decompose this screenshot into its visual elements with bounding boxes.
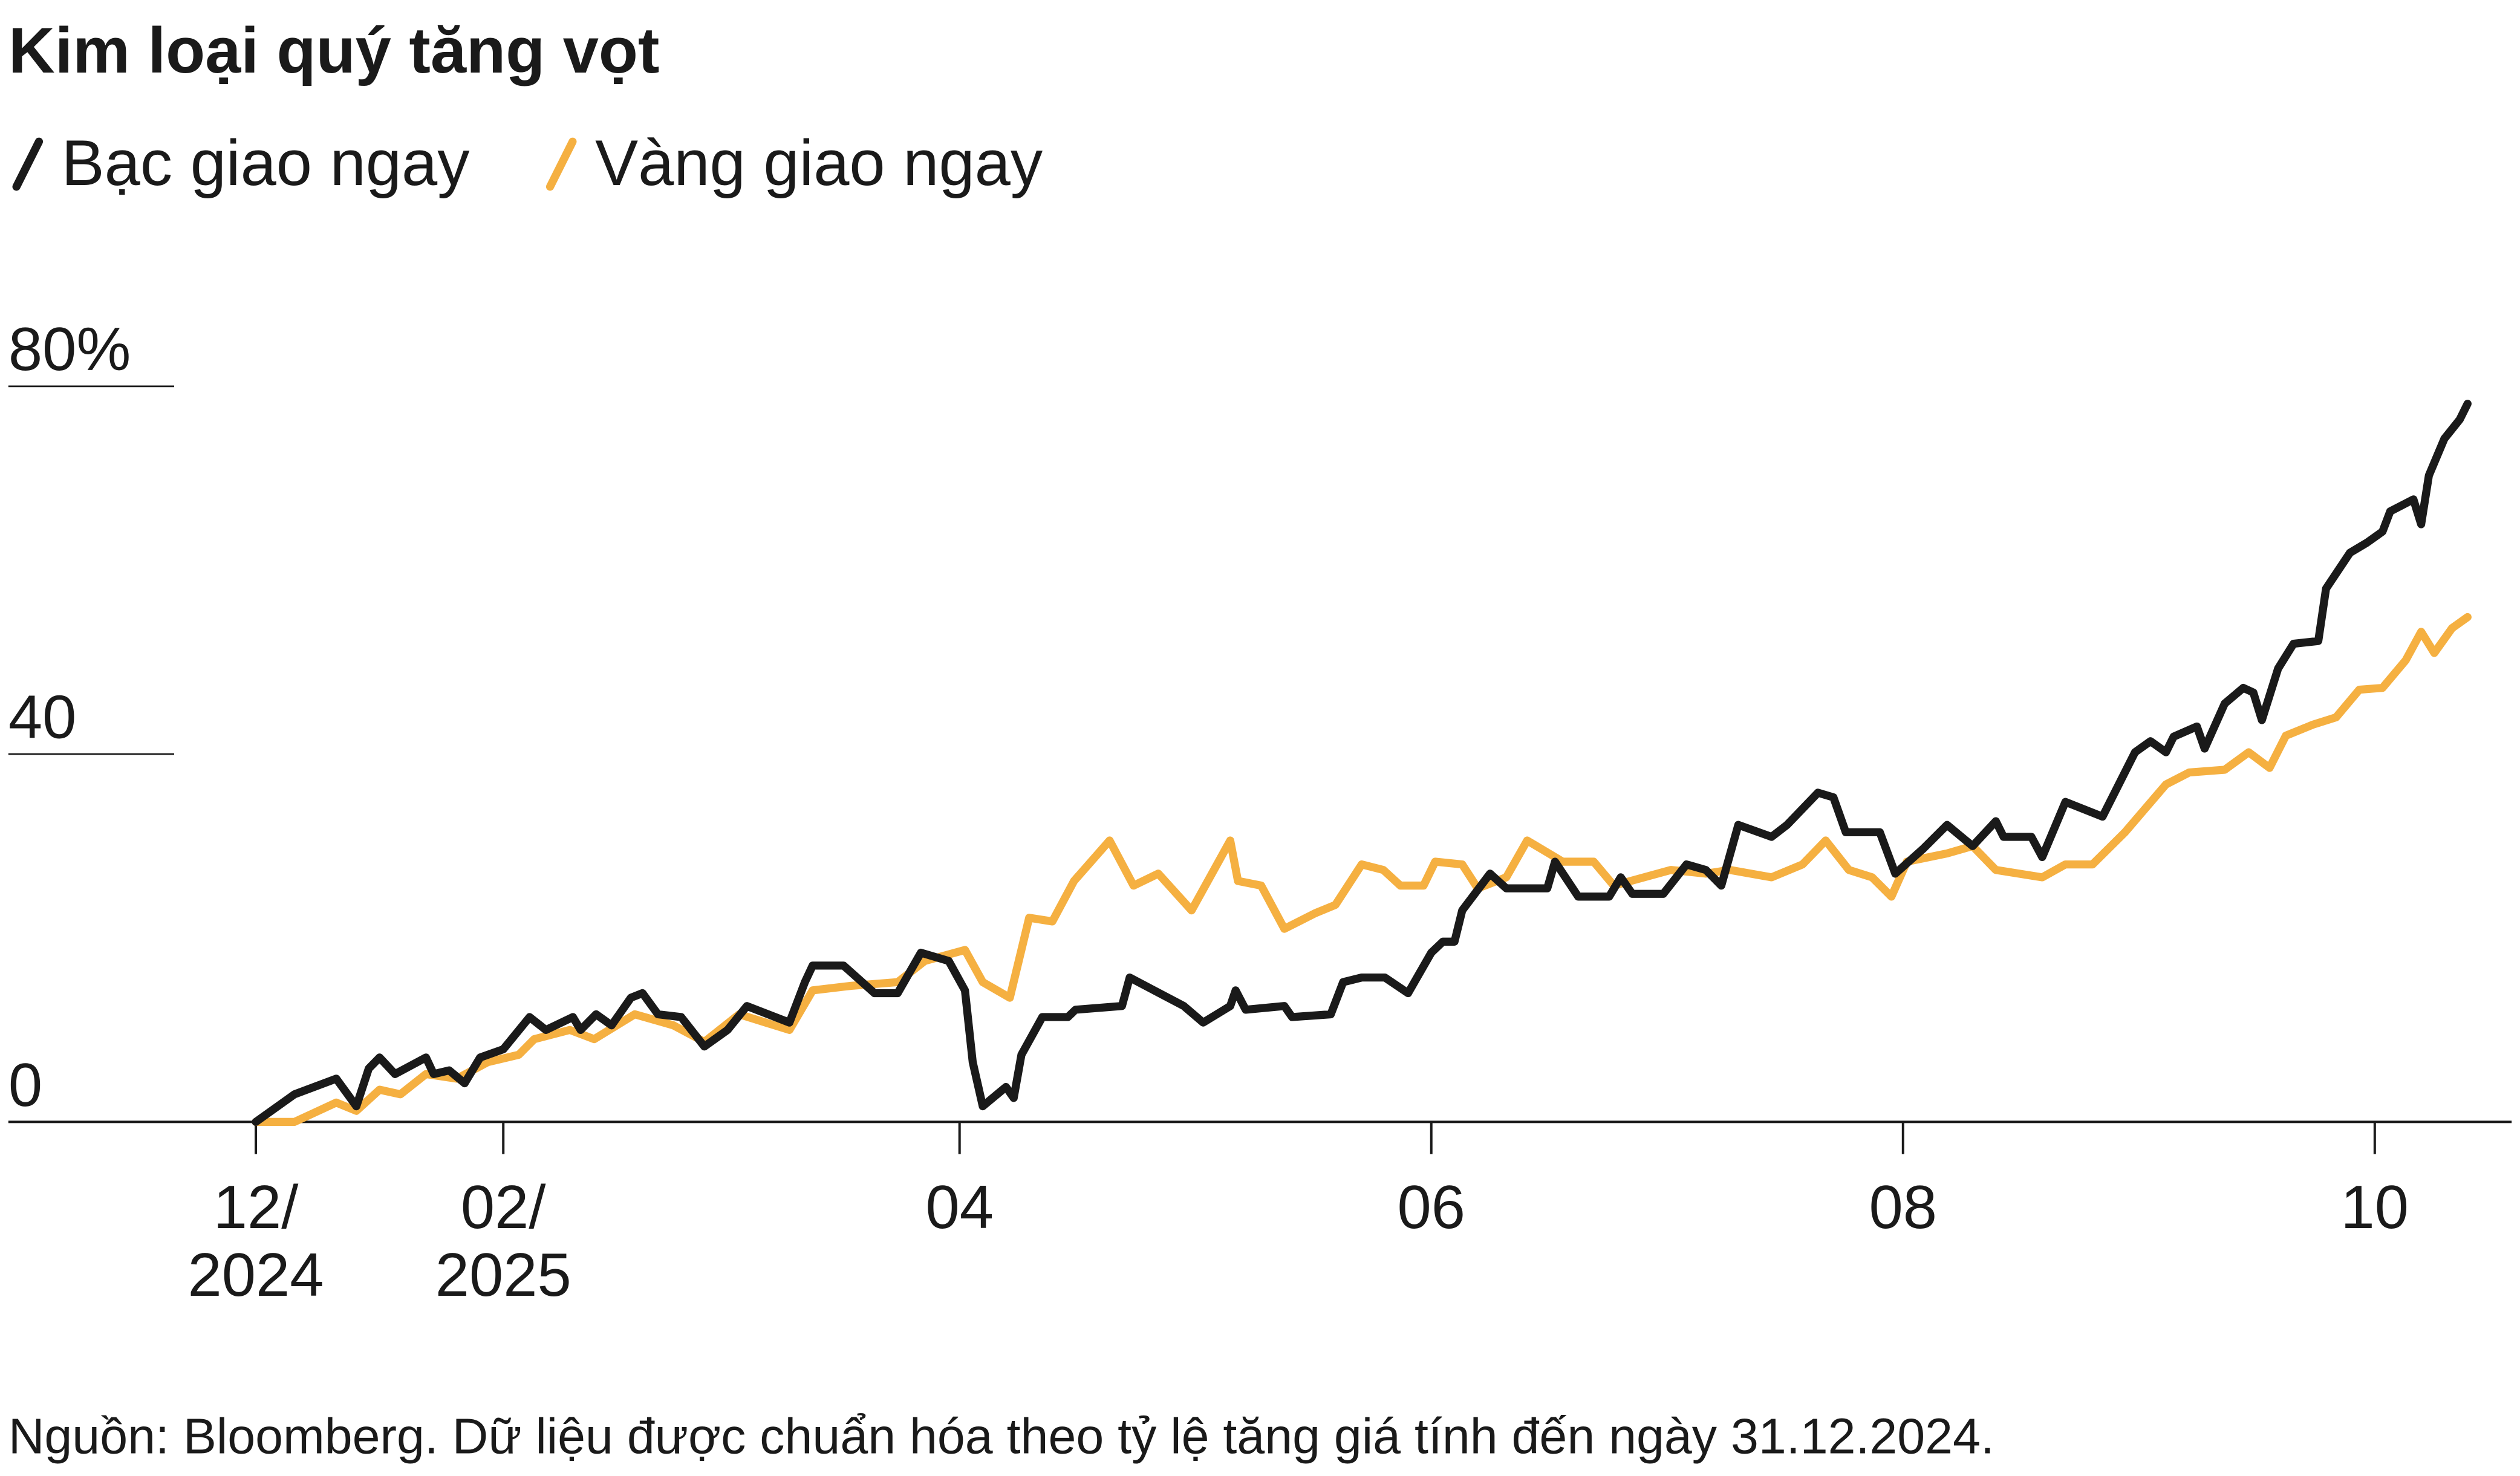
y-tick-label: 0 — [8, 1051, 42, 1119]
legend-label: Vàng giao ngay — [595, 127, 1043, 199]
legend-swatch — [545, 137, 577, 191]
x-tick-label: 10 — [2341, 1173, 2409, 1241]
source-note: Nguồn: Bloomberg. Dữ liệu được chuẩn hóa… — [8, 1409, 1994, 1465]
x-tick-label: 08 — [1869, 1173, 1938, 1241]
x-tick-label: 04 — [925, 1173, 994, 1241]
legend-label: Bạc giao ngay — [62, 127, 470, 199]
x-tick-label: 12/2024 — [188, 1173, 324, 1309]
series-line — [252, 400, 2472, 1127]
series-line — [252, 613, 2472, 1127]
legend-swatch — [12, 137, 44, 191]
x-tick-label: 02/2025 — [435, 1173, 571, 1309]
y-tick-label: 80% — [8, 315, 131, 383]
y-tick-label: 40 — [8, 683, 77, 752]
x-tick-label: 06 — [1397, 1173, 1465, 1241]
chart-title: Kim loại quý tăng vọt — [8, 15, 660, 86]
